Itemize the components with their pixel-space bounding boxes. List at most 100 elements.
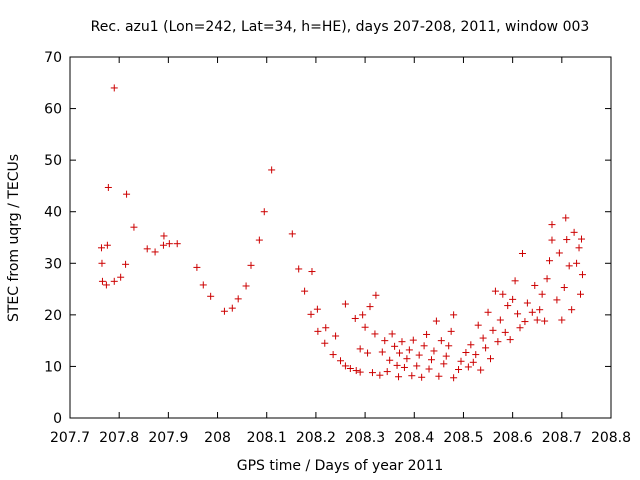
data-point: [518, 249, 526, 257]
data-point: [415, 351, 423, 359]
data-point: [555, 249, 563, 257]
data-point: [573, 259, 581, 267]
data-point: [361, 323, 369, 331]
data-point: [321, 339, 329, 347]
data-point: [242, 282, 250, 290]
data-point: [332, 332, 340, 340]
y-tick-label: 10: [44, 359, 62, 375]
y-tick-label: 60: [44, 102, 62, 118]
data-point: [484, 308, 492, 316]
data-point: [521, 318, 529, 326]
data-point: [430, 347, 438, 355]
data-point: [546, 257, 554, 265]
x-tick-label: 208.3: [345, 430, 385, 446]
data-point: [103, 241, 111, 249]
data-point: [450, 311, 458, 319]
data-point: [543, 275, 551, 283]
data-point: [322, 324, 330, 332]
data-point: [247, 261, 255, 269]
data-point: [442, 352, 450, 360]
data-point: [368, 369, 376, 377]
data-point: [427, 356, 435, 364]
x-tick-label: 208.6: [493, 430, 533, 446]
data-point: [193, 263, 201, 271]
data-point: [366, 303, 374, 311]
data-point: [207, 292, 215, 300]
data-point: [482, 344, 490, 352]
data-point: [408, 372, 416, 380]
data-point: [102, 281, 110, 289]
data-point: [364, 349, 372, 357]
data-point: [378, 348, 386, 356]
data-point: [220, 307, 228, 315]
data-point: [386, 356, 394, 364]
data-point: [413, 362, 421, 370]
y-tick-label: 70: [44, 50, 62, 66]
data-point: [98, 277, 106, 285]
data-point: [457, 357, 465, 365]
data-point: [541, 317, 549, 325]
data-point: [329, 351, 337, 359]
data-point: [548, 236, 556, 244]
data-point: [308, 268, 316, 276]
x-tick-label: 208: [204, 430, 231, 446]
x-tick-label: 208.8: [591, 430, 631, 446]
data-point: [393, 361, 401, 369]
data-point: [341, 300, 349, 308]
data-point: [398, 338, 406, 346]
data-point: [563, 236, 571, 244]
data-point: [474, 321, 482, 329]
data-point: [117, 273, 125, 281]
x-axis-label: GPS time / Days of year 2011: [237, 458, 444, 474]
data-point: [425, 365, 433, 373]
data-point: [313, 305, 321, 313]
plot-frame: [69, 56, 612, 419]
y-tick-label: 50: [44, 153, 62, 169]
data-point: [228, 304, 236, 312]
data-point: [558, 316, 566, 324]
data-point: [565, 262, 573, 270]
data-point: [447, 327, 455, 335]
data-point: [400, 363, 408, 371]
data-point: [159, 241, 167, 249]
data-point: [562, 214, 570, 222]
y-tick-label: 20: [44, 308, 62, 324]
data-point: [472, 351, 480, 359]
data-point: [346, 364, 354, 372]
data-point: [560, 284, 568, 292]
data-point: [568, 306, 576, 314]
data-point: [418, 373, 426, 381]
data-point: [356, 345, 364, 353]
data-point: [553, 296, 561, 304]
y-tick-label: 40: [44, 205, 62, 221]
data-point: [255, 236, 263, 244]
data-point: [538, 290, 546, 298]
data-point: [371, 330, 379, 338]
data-point: [504, 302, 512, 310]
x-tick-label: 207.7: [50, 430, 90, 446]
y-axis: 0 10 20 30 40 50 60 70: [44, 50, 611, 427]
data-point: [234, 295, 242, 303]
data-point: [356, 368, 364, 376]
data-point: [143, 245, 151, 253]
data-point: [440, 360, 448, 368]
data-point: [295, 265, 303, 273]
data-point: [570, 228, 578, 236]
data-point: [383, 368, 391, 376]
data-point: [499, 290, 507, 298]
data-point: [122, 260, 130, 268]
data-point: [341, 362, 349, 370]
data-point: [445, 342, 453, 350]
data-point: [577, 235, 585, 243]
data-point: [110, 277, 118, 285]
data-point: [577, 290, 585, 298]
x-tick-label: 207.8: [99, 430, 139, 446]
x-tick-label: 207.9: [148, 430, 188, 446]
data-point: [98, 259, 106, 267]
data-point: [395, 373, 403, 381]
data-point: [268, 166, 276, 174]
data-point: [151, 248, 159, 256]
data-point: [260, 208, 268, 216]
data-point: [477, 366, 485, 374]
